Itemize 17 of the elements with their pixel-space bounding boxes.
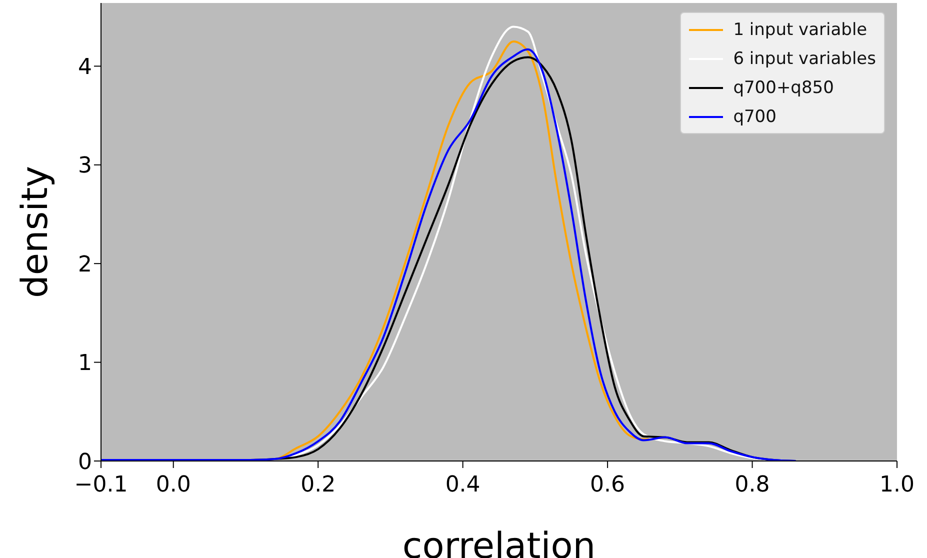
x-tick-label: −0.1 bbox=[74, 472, 128, 498]
y-tick-label: 3 bbox=[78, 154, 92, 179]
x-tick-label: 0.4 bbox=[445, 472, 480, 498]
legend-label: 6 input variables bbox=[733, 48, 876, 68]
y-tick-label: 1 bbox=[78, 351, 92, 376]
y-tick-label: 0 bbox=[78, 450, 92, 475]
x-tick-label: 0.6 bbox=[590, 472, 626, 498]
y-axis-title: density bbox=[14, 166, 56, 298]
x-tick-label: 0.0 bbox=[156, 472, 191, 498]
legend-label: 1 input variable bbox=[733, 20, 868, 40]
y-tick-label: 4 bbox=[78, 54, 92, 80]
x-tick-label: 0.8 bbox=[734, 472, 770, 498]
x-tick-label: 0.2 bbox=[300, 472, 336, 498]
x-tick-label: 1.0 bbox=[880, 472, 914, 498]
y-tick-label: 2 bbox=[78, 252, 92, 278]
legend-label: q700+q850 bbox=[733, 78, 834, 98]
legend-label: q700 bbox=[733, 106, 776, 126]
